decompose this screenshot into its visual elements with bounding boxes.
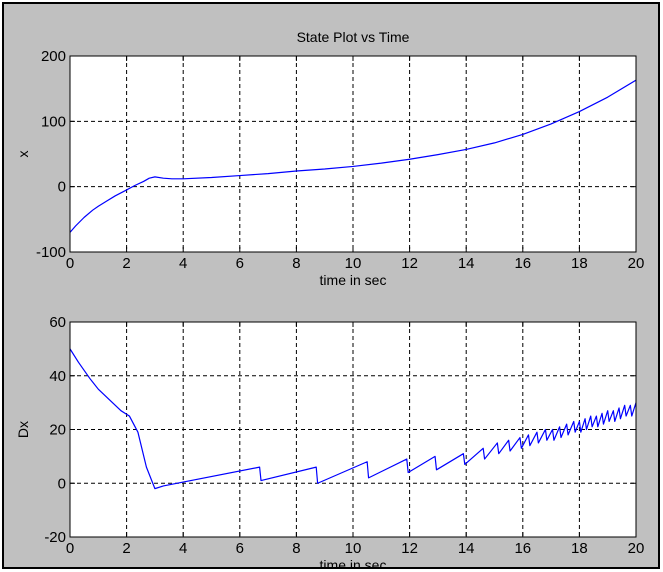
x-tick-label: 2: [122, 255, 130, 272]
y-axis-label: x: [15, 151, 31, 158]
x-tick-label: 8: [292, 255, 300, 272]
series-group: [69, 79, 637, 233]
x-tick-label: 0: [66, 255, 74, 272]
x-tick-label: 20: [628, 540, 645, 557]
x-tick-label: 0: [66, 540, 74, 557]
x-tick-label: 16: [514, 540, 531, 557]
y-tick-label: -20: [44, 529, 66, 546]
x-tick-label: 10: [345, 255, 362, 272]
y-tick-label: 0: [58, 475, 66, 492]
x-tick-label: 2: [122, 540, 130, 557]
axes-box: [69, 321, 637, 538]
gridlines: [69, 321, 637, 538]
gridlines: [69, 55, 637, 253]
x-tick-label: 4: [179, 255, 187, 272]
x-tick-label: 12: [401, 255, 418, 272]
y-tick-label: 60: [49, 314, 66, 331]
y-axis-label: Dx: [15, 421, 31, 438]
y-tick-label: 100: [41, 113, 66, 130]
y-tick-label: 40: [49, 368, 66, 385]
axes-box: [69, 55, 637, 253]
x-tick-label: 6: [236, 540, 244, 557]
x-tick-label: 18: [571, 540, 588, 557]
series-line: [69, 348, 637, 490]
x-tick-label: 20: [628, 255, 645, 272]
y-tick-label: -100: [36, 244, 66, 261]
x-tick-label: 8: [292, 540, 300, 557]
x-tick-label: 12: [401, 540, 418, 557]
x-tick-label: 6: [236, 255, 244, 272]
x-tick-label: 14: [458, 255, 475, 272]
y-tick-label: 0: [58, 179, 66, 196]
series-group: [69, 348, 637, 490]
y-tick-label: 200: [41, 48, 66, 65]
series-line: [69, 79, 637, 233]
chart-title: State Plot vs Time: [297, 29, 410, 45]
x-tick-label: 10: [345, 540, 362, 557]
x-axis-label: time in sec: [320, 557, 387, 567]
x-tick-label: 14: [458, 540, 475, 557]
x-tick-label: 4: [179, 540, 187, 557]
x-tick-label: 18: [571, 255, 588, 272]
y-tick-label: 20: [49, 422, 66, 439]
x-axis-label: time in sec: [320, 272, 387, 288]
x-tick-label: 16: [514, 255, 531, 272]
